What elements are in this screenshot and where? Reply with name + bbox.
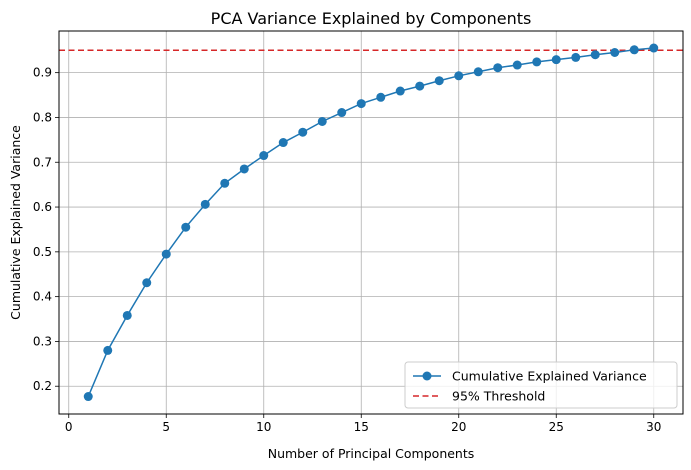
grid — [59, 31, 683, 414]
series-layer — [83, 43, 659, 402]
data-point — [649, 43, 659, 53]
data-point — [103, 345, 113, 355]
data-point — [454, 71, 464, 81]
data-point — [376, 92, 386, 102]
x-tick-label: 10 — [256, 420, 271, 434]
y-tick-label: 0.8 — [33, 110, 52, 124]
data-point — [142, 278, 152, 288]
data-point — [122, 310, 132, 320]
x-axis-label: Number of Principal Components — [268, 446, 475, 461]
chart-title: PCA Variance Explained by Components — [211, 9, 532, 28]
legend: Cumulative Explained Variance 95% Thresh… — [404, 361, 678, 409]
x-tick-label: 20 — [451, 420, 466, 434]
y-axis-label: Cumulative Explained Variance — [8, 125, 23, 320]
data-point — [259, 151, 269, 161]
legend-series-marker — [422, 371, 432, 381]
x-tick-label: 25 — [549, 420, 564, 434]
data-point — [590, 50, 600, 60]
data-point — [337, 108, 347, 118]
y-tick-label: 0.5 — [33, 245, 52, 259]
data-point — [395, 86, 405, 96]
legend-series-label: Cumulative Explained Variance — [452, 369, 647, 384]
y-tick-label: 0.2 — [33, 379, 52, 393]
data-point — [415, 81, 425, 91]
y-tick-label: 0.3 — [33, 334, 52, 348]
data-point — [512, 60, 522, 70]
data-point — [298, 127, 308, 137]
data-point — [610, 48, 620, 57]
data-point — [629, 45, 639, 55]
data-point — [356, 99, 366, 109]
x-tick-label: 5 — [162, 420, 170, 434]
data-point — [200, 199, 210, 209]
legend-threshold-label: 95% Threshold — [452, 389, 545, 404]
plot-frame — [58, 30, 684, 415]
data-point — [278, 138, 288, 148]
data-point — [161, 249, 171, 259]
ticks: 0 5 10 15 20 25 30 0.2 0.3 0.4 0.5 0.6 0.7 0.8 0.9 — [33, 66, 661, 434]
x-tick-label: 30 — [646, 420, 661, 434]
data-point — [83, 392, 93, 402]
y-tick-label: 0.6 — [33, 200, 52, 214]
y-tick-label: 0.9 — [33, 66, 52, 80]
data-point — [434, 76, 444, 86]
data-point — [220, 178, 230, 188]
data-point — [571, 52, 581, 62]
x-tick-label: 0 — [65, 420, 73, 434]
data-point — [551, 55, 561, 65]
x-tick-label: 15 — [354, 420, 369, 434]
legend-box — [404, 361, 678, 409]
data-point — [181, 222, 191, 232]
data-point — [239, 164, 249, 174]
data-point — [317, 116, 327, 126]
data-point — [532, 57, 542, 67]
data-point — [493, 63, 503, 73]
y-tick-label: 0.7 — [33, 155, 52, 169]
data-point — [473, 67, 483, 77]
y-tick-label: 0.4 — [33, 290, 52, 304]
